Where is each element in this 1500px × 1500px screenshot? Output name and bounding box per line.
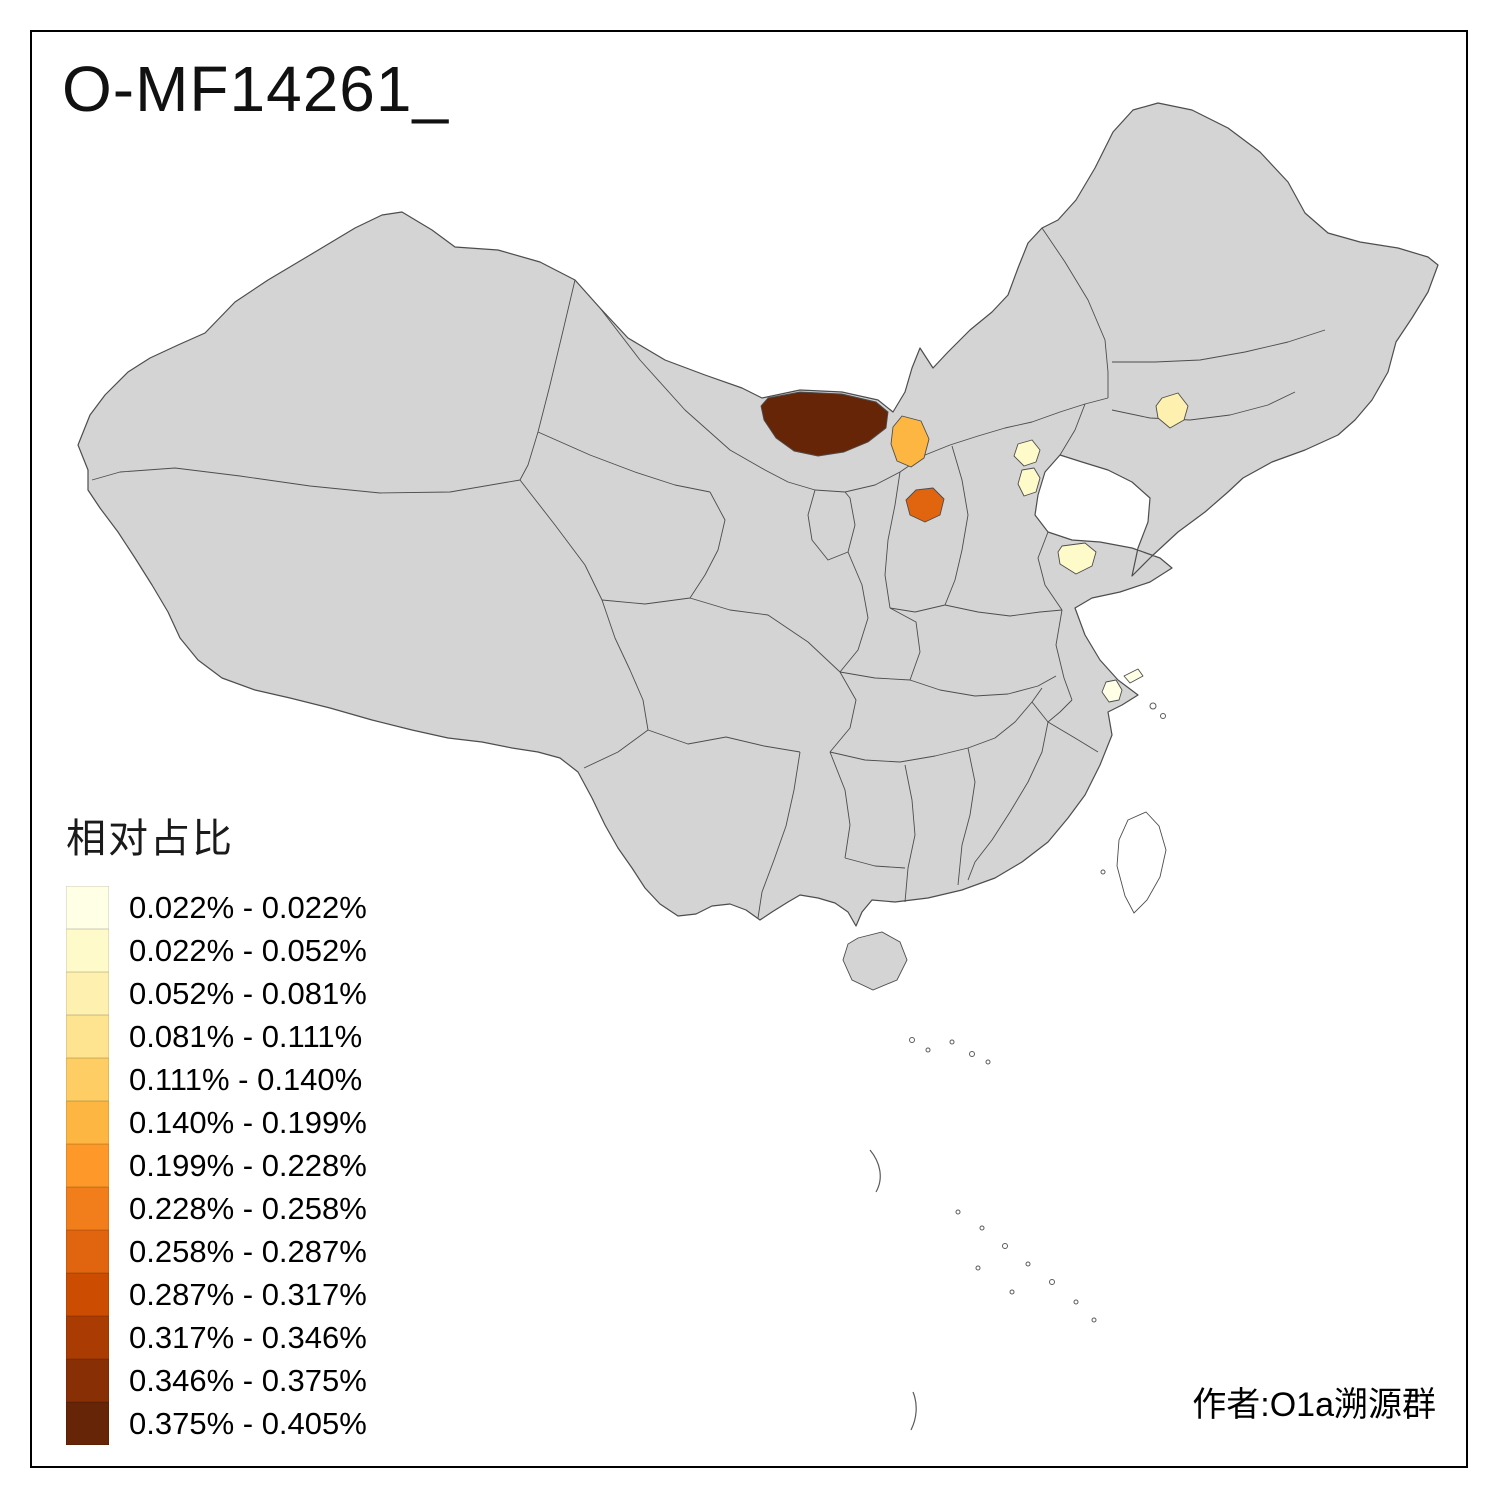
legend-row: 0.052% - 0.081% — [66, 972, 367, 1015]
hainan-island — [842, 931, 908, 991]
legend-label: 0.258% - 0.287% — [129, 1233, 367, 1269]
legend-label: 0.052% - 0.081% — [129, 975, 367, 1011]
penghu-islet — [1100, 869, 1106, 875]
legend-row: 0.287% - 0.317% — [66, 1273, 367, 1316]
legend-row: 0.140% - 0.199% — [66, 1101, 367, 1144]
legend-swatch — [66, 929, 109, 972]
legend-label: 0.375% - 0.405% — [129, 1405, 367, 1441]
zhoushan-islet — [1160, 713, 1166, 719]
legend-label: 0.081% - 0.111% — [129, 1018, 363, 1054]
legend-swatch — [66, 1187, 109, 1230]
south-china-sea-islets — [869, 1037, 1097, 1431]
region-inner-mongolia-west — [760, 391, 889, 457]
legend-row: 0.199% - 0.228% — [66, 1144, 367, 1187]
region-liaoning-central — [1155, 392, 1189, 429]
attribution-text: 作者:O1a溯源群 — [1192, 1386, 1436, 1424]
legend-label: 0.346% - 0.375% — [129, 1362, 367, 1398]
highlighted-regions — [760, 391, 1189, 703]
legend-row: 0.346% - 0.375% — [66, 1359, 367, 1402]
legend-swatch — [66, 1316, 109, 1359]
region-shanghai — [1101, 679, 1123, 703]
legend-row: 0.081% - 0.111% — [66, 1015, 367, 1058]
legend-row: 0.022% - 0.052% — [66, 929, 367, 972]
region-shanxi-west — [905, 487, 945, 523]
legend-swatch — [66, 1144, 109, 1187]
legend-row: 0.111% - 0.140% — [66, 1058, 367, 1101]
legend-label: 0.022% - 0.022% — [129, 889, 367, 925]
legend-row: 0.317% - 0.346% — [66, 1316, 367, 1359]
legend-swatch — [66, 1273, 109, 1316]
region-tianjin — [1017, 467, 1041, 497]
legend-row: 0.022% - 0.022% — [66, 886, 367, 929]
plot-frame — [30, 30, 1468, 1468]
legend-swatch — [66, 1402, 109, 1445]
legend-label: 0.199% - 0.228% — [129, 1147, 367, 1183]
legend-row: 0.375% - 0.405% — [66, 1402, 367, 1445]
province-borders — [91, 227, 1326, 919]
legend-swatch — [66, 1359, 109, 1402]
legend-label: 0.228% - 0.258% — [129, 1190, 367, 1226]
zhoushan-islet — [1149, 702, 1157, 710]
mainland-outline — [77, 102, 1439, 927]
chart-title: O-MF14261_ — [62, 53, 450, 125]
legend-swatch — [66, 1101, 109, 1144]
legend-swatch — [66, 1058, 109, 1101]
legend-label: 0.111% - 0.140% — [129, 1061, 363, 1097]
legend-swatch — [66, 1015, 109, 1058]
legend-title: 相对占比 — [66, 817, 234, 861]
region-shanghai-chongming — [1123, 668, 1144, 684]
legend-swatch — [66, 972, 109, 1015]
legend-swatch — [66, 886, 109, 929]
region-shaanxi-north — [890, 415, 930, 468]
legend: 相对占比 0.022% - 0.022% 0.022% - 0.052% 0.0… — [66, 806, 367, 1445]
taiwan-island — [1116, 811, 1167, 914]
legend-label: 0.317% - 0.346% — [129, 1319, 367, 1355]
region-beijing — [1013, 439, 1041, 467]
legend-label: 0.287% - 0.317% — [129, 1276, 367, 1312]
legend-label: 0.022% - 0.052% — [129, 932, 367, 968]
legend-swatch — [66, 1230, 109, 1273]
legend-label: 0.140% - 0.199% — [129, 1104, 367, 1140]
legend-row: 0.258% - 0.287% — [66, 1230, 367, 1273]
islands — [842, 702, 1167, 991]
legend-row: 0.228% - 0.258% — [66, 1187, 367, 1230]
region-shandong-central — [1057, 542, 1097, 575]
